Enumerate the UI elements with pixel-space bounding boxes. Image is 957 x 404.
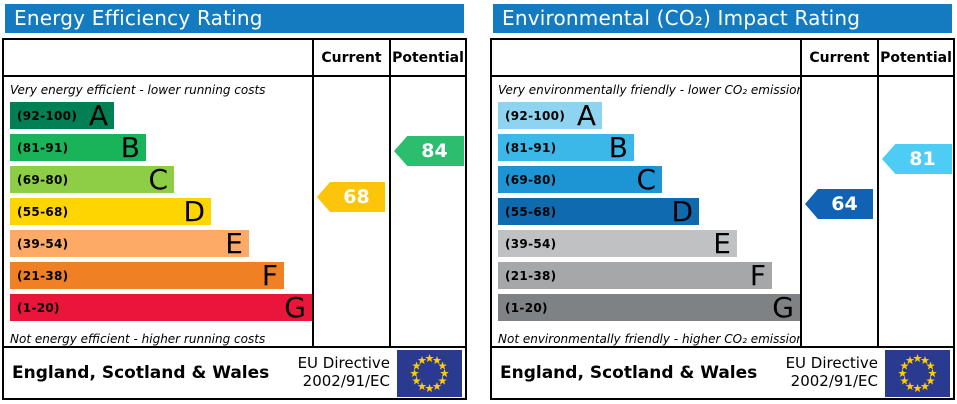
environmental-header-spacer	[492, 40, 802, 77]
eu-directive-line2: 2002/91/EC	[302, 372, 390, 390]
energy-band-g: (1-20) G	[10, 291, 312, 324]
band-row: (39-54) E	[498, 227, 800, 260]
environmental-rating-table: Current Potential Very environmentally f…	[490, 38, 955, 400]
environmental-panel-title: Environmental (CO₂) Impact Rating	[493, 4, 952, 33]
energy-band-e: (39-54) E	[10, 227, 249, 260]
eu-directive-line1: EU Directive	[785, 354, 878, 373]
band-letter: E	[225, 227, 243, 260]
band-letter: G	[772, 291, 794, 324]
energy-current-value: 68	[343, 186, 370, 208]
band-letter: A	[576, 99, 596, 132]
band-range: (69-80)	[17, 172, 69, 187]
band-letter: C	[636, 163, 656, 196]
environmental-current-header: Current	[802, 40, 879, 77]
environmental-band-a: (92-100) A	[498, 99, 602, 132]
band-range: (39-54)	[505, 236, 557, 251]
band-letter: G	[284, 291, 306, 324]
band-range: (81-91)	[17, 140, 69, 155]
environmental-potential-header: Potential	[879, 40, 953, 77]
energy-potential-value: 84	[421, 140, 448, 162]
environmental-potential-value: 81	[909, 148, 936, 170]
eu-directive-line2: 2002/91/EC	[790, 372, 878, 390]
environmental-current-value: 64	[831, 193, 858, 215]
environmental-current-arrow: 64	[805, 189, 873, 219]
environmental-band-e: (39-54) E	[498, 227, 737, 260]
environmental-band-b: (81-91) B	[498, 131, 634, 164]
band-range: (21-38)	[17, 268, 69, 283]
environmental-potential-arrow: 81	[882, 144, 952, 174]
band-letter: F	[749, 259, 766, 292]
environmental-band-g: (1-20) G	[498, 291, 800, 324]
band-row: (21-38) F	[498, 259, 800, 292]
energy-band-f: (21-38) F	[10, 259, 284, 292]
environmental-current-column: 64	[802, 77, 879, 346]
energy-band-a: (92-100) A	[10, 99, 114, 132]
band-row: (55-68) D	[498, 195, 800, 228]
band-letter: A	[88, 99, 108, 132]
band-range: (92-100)	[17, 108, 78, 123]
energy-potential-arrow: 84	[394, 136, 464, 166]
band-row: (69-80) C	[10, 163, 312, 196]
band-letter: C	[148, 163, 168, 196]
eu-flag-icon	[397, 349, 462, 397]
band-range: (39-54)	[17, 236, 69, 251]
environmental-top-note: Very environmentally friendly - lower CO…	[498, 83, 802, 97]
band-letter: B	[608, 131, 628, 164]
energy-band-c: (69-80) C	[10, 163, 174, 196]
band-row: (21-38) F	[10, 259, 312, 292]
environmental-potential-column: 81	[879, 77, 953, 346]
environmental-band-f: (21-38) F	[498, 259, 772, 292]
energy-footer: England, Scotland & Wales EU Directive 2…	[4, 346, 465, 398]
band-letter: F	[261, 259, 278, 292]
environmental-footer: England, Scotland & Wales EU Directive 2…	[492, 346, 953, 398]
band-range: (1-20)	[505, 300, 548, 315]
energy-band-b: (81-91) B	[10, 131, 146, 164]
band-range: (55-68)	[17, 204, 69, 219]
energy-bottom-note: Not energy efficient - higher running co…	[10, 332, 266, 346]
eu-directive-label: EU Directive 2002/91/EC	[297, 354, 390, 390]
environmental-band-scale: Very environmentally friendly - lower CO…	[492, 77, 802, 346]
energy-rating-table: Current Potential Very energy efficient …	[2, 38, 467, 400]
environmental-bottom-note: Not environmentally friendly - higher CO…	[498, 332, 802, 346]
energy-header-spacer	[4, 40, 314, 77]
band-row: (39-54) E	[10, 227, 312, 260]
band-row: (92-100) A	[10, 99, 312, 132]
band-row: (81-91) B	[498, 131, 800, 164]
eu-directive-line1: EU Directive	[297, 354, 390, 373]
environmental-band-c: (69-80) C	[498, 163, 662, 196]
energy-current-header: Current	[314, 40, 391, 77]
energy-potential-column: 84	[391, 77, 465, 346]
band-letter: B	[120, 131, 140, 164]
band-letter: D	[671, 195, 693, 228]
band-row: (55-68) D	[10, 195, 312, 228]
band-row: (1-20) G	[498, 291, 800, 324]
band-letter: E	[713, 227, 731, 260]
energy-efficiency-panel: Energy Efficiency Rating Current Potenti…	[2, 4, 467, 400]
environmental-band-d: (55-68) D	[498, 195, 699, 228]
energy-top-note: Very energy efficient - lower running co…	[10, 83, 266, 97]
energy-band-d: (55-68) D	[10, 195, 211, 228]
environmental-impact-panel: Environmental (CO₂) Impact Rating Curren…	[490, 4, 955, 400]
region-label: England, Scotland & Wales	[12, 363, 270, 383]
band-row: (69-80) C	[498, 163, 800, 196]
band-range: (81-91)	[505, 140, 557, 155]
energy-panel-title: Energy Efficiency Rating	[5, 4, 464, 33]
region-label: England, Scotland & Wales	[500, 363, 758, 383]
band-range: (92-100)	[505, 108, 566, 123]
energy-band-scale: Very energy efficient - lower running co…	[4, 77, 314, 346]
energy-potential-header: Potential	[391, 40, 465, 77]
band-row: (92-100) A	[498, 99, 800, 132]
eu-directive-label: EU Directive 2002/91/EC	[785, 354, 878, 390]
eu-flag-icon	[885, 349, 950, 397]
energy-current-column: 68	[314, 77, 391, 346]
band-letter: D	[183, 195, 205, 228]
band-row: (81-91) B	[10, 131, 312, 164]
band-range: (55-68)	[505, 204, 557, 219]
band-range: (69-80)	[505, 172, 557, 187]
band-range: (1-20)	[17, 300, 60, 315]
energy-current-arrow: 68	[317, 182, 385, 212]
band-range: (21-38)	[505, 268, 557, 283]
band-row: (1-20) G	[10, 291, 312, 324]
